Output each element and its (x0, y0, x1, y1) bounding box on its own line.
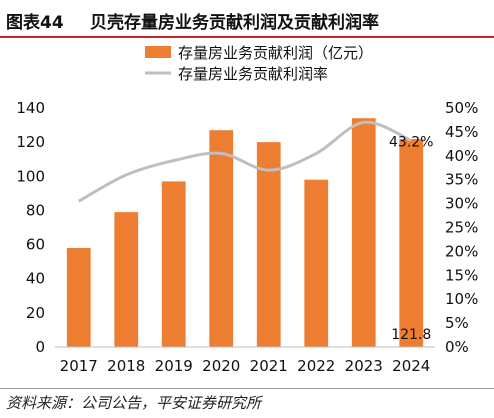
y-left-tick-label: 40 (26, 270, 45, 288)
x-tick-label: 2019 (155, 357, 193, 375)
bar (114, 212, 139, 347)
source-divider (0, 388, 494, 389)
x-tick-label: 2021 (250, 357, 288, 375)
legend-label-line: 存量房业务贡献利润率 (178, 65, 328, 83)
data-label-profit: 121.8 (391, 327, 431, 343)
y-left-tick-label: 60 (26, 236, 45, 254)
y-right-tick-label: 5% (445, 314, 469, 332)
y-right-tick-label: 20% (445, 242, 478, 260)
plot-area: 0 20 40 60 80 100 120 140 0% 5% 10% 15% 20% 25% 30% 35%… (16, 99, 478, 375)
y-left-tick-label: 120 (16, 133, 45, 151)
line-series-path (78, 120, 412, 203)
title-divider (0, 36, 494, 38)
y-right-tick-label: 45% (445, 123, 478, 141)
legend-swatch-bar (145, 46, 171, 58)
bar (256, 142, 281, 347)
x-tick-label: 2024 (392, 357, 430, 375)
x-tick-label: 2017 (60, 357, 98, 375)
source-note: 资料来源：公司公告，平安证券研究所 (6, 394, 262, 412)
y-right-tick-label: 15% (445, 266, 478, 284)
x-tick-label: 2022 (297, 357, 335, 375)
bar (351, 118, 376, 347)
bar (209, 130, 234, 347)
y-right-tick-label: 40% (445, 147, 478, 165)
x-tick-label: 2023 (345, 357, 383, 375)
bar (304, 179, 329, 347)
x-tick-label: 2020 (202, 357, 240, 375)
y-left-tick-label: 20 (26, 304, 45, 322)
figure-header: 图表44 贝壳存量房业务贡献利润及贡献利润率 (0, 0, 494, 38)
y-left-tick-label: 100 (16, 167, 45, 185)
y-right-tick-label: 10% (445, 290, 478, 308)
y-right-tick-label: 50% (445, 99, 478, 117)
y-right-tick-label: 30% (445, 195, 478, 213)
bar (399, 139, 424, 347)
y-right-tick-label: 25% (445, 219, 478, 237)
y-left-tick-label: 80 (26, 201, 45, 219)
y-right-tick-label: 0% (445, 338, 469, 356)
data-label-rate: 43.2% (389, 135, 433, 151)
chart-title: 贝壳存量房业务贡献利润及贡献利润率 (90, 13, 379, 33)
figure-label: 图表44 (6, 13, 64, 33)
y-left-tick-label: 0 (35, 338, 45, 356)
y-left-tick-label: 140 (16, 99, 45, 117)
bar (161, 181, 186, 347)
chart: 存量房业务贡献利润（亿元） 存量房业务贡献利润率 0 20 40 60 80 100 120… (16, 44, 478, 375)
bar (66, 247, 91, 347)
y-right-tick-label: 35% (445, 171, 478, 189)
legend: 存量房业务贡献利润（亿元） 存量房业务贡献利润率 (145, 44, 373, 83)
x-tick-label: 2018 (107, 357, 145, 375)
legend-label-bar: 存量房业务贡献利润（亿元） (178, 44, 373, 62)
